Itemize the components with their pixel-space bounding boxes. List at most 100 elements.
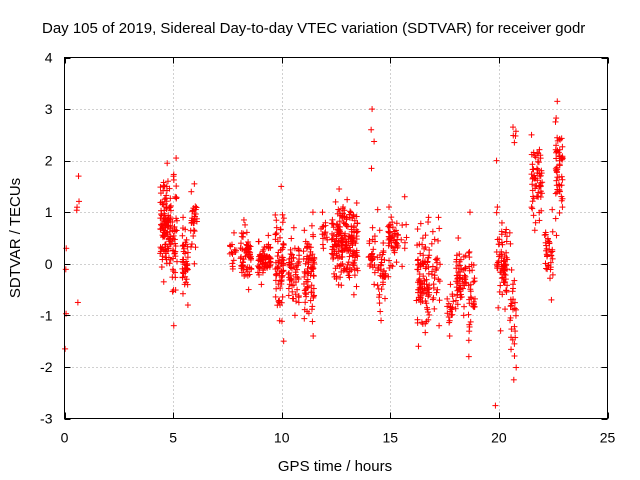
data-point bbox=[424, 308, 431, 315]
data-point bbox=[543, 247, 550, 254]
data-point bbox=[166, 260, 173, 267]
data-point bbox=[454, 292, 461, 299]
data-point bbox=[549, 271, 556, 278]
data-point bbox=[243, 266, 250, 273]
data-point bbox=[73, 207, 80, 214]
data-point bbox=[379, 281, 386, 288]
data-point bbox=[301, 306, 308, 313]
data-point bbox=[308, 222, 315, 229]
data-point bbox=[247, 253, 254, 260]
data-point bbox=[426, 311, 433, 318]
data-point bbox=[502, 306, 509, 313]
data-point bbox=[509, 336, 516, 343]
data-point bbox=[387, 235, 394, 242]
data-point bbox=[308, 282, 315, 289]
data-point bbox=[273, 230, 280, 237]
data-point bbox=[532, 154, 539, 161]
data-point bbox=[272, 293, 279, 300]
data-point bbox=[462, 252, 469, 259]
data-point bbox=[559, 143, 566, 150]
data-point bbox=[374, 282, 381, 289]
data-point bbox=[512, 312, 519, 319]
data-point bbox=[351, 257, 358, 264]
data-point bbox=[285, 285, 292, 292]
data-point bbox=[164, 178, 171, 185]
data-point bbox=[414, 279, 421, 286]
data-point bbox=[291, 245, 298, 252]
data-point bbox=[276, 277, 283, 284]
data-point bbox=[350, 291, 357, 298]
data-point bbox=[433, 289, 440, 296]
data-point bbox=[416, 284, 423, 291]
data-point bbox=[548, 296, 555, 303]
y-tick-label: -2 bbox=[40, 359, 53, 375]
data-point bbox=[334, 210, 341, 217]
data-point bbox=[309, 209, 316, 216]
data-point bbox=[157, 190, 164, 197]
data-point bbox=[395, 242, 402, 249]
data-point bbox=[157, 225, 164, 232]
data-point bbox=[553, 167, 560, 174]
data-point bbox=[553, 232, 560, 239]
data-point bbox=[422, 232, 429, 239]
data-point bbox=[161, 233, 168, 240]
y-tick-label: -1 bbox=[40, 307, 53, 323]
data-point bbox=[502, 279, 509, 286]
data-point bbox=[436, 278, 443, 285]
data-point bbox=[342, 230, 349, 237]
data-point bbox=[74, 299, 81, 306]
data-point bbox=[302, 299, 309, 306]
data-point bbox=[287, 246, 294, 253]
data-point bbox=[552, 215, 559, 222]
data-point bbox=[166, 241, 173, 248]
data-point bbox=[531, 152, 538, 159]
data-point bbox=[494, 204, 501, 211]
data-point bbox=[430, 284, 437, 291]
data-point bbox=[164, 160, 171, 167]
data-point bbox=[436, 297, 443, 304]
data-point bbox=[280, 215, 287, 222]
data-point bbox=[259, 248, 266, 255]
data-point bbox=[286, 269, 293, 276]
data-point bbox=[265, 232, 272, 239]
data-point bbox=[330, 220, 337, 227]
data-point bbox=[535, 183, 542, 190]
data-point bbox=[240, 262, 247, 269]
data-point bbox=[256, 255, 263, 262]
data-point bbox=[75, 173, 82, 180]
data-point bbox=[308, 264, 315, 271]
data-point bbox=[458, 291, 465, 298]
data-point bbox=[414, 319, 421, 326]
data-point bbox=[275, 298, 282, 305]
data-point bbox=[558, 135, 565, 142]
data-point bbox=[290, 224, 297, 231]
data-point bbox=[534, 166, 541, 173]
data-point bbox=[528, 131, 535, 138]
data-point bbox=[172, 269, 179, 276]
data-point bbox=[386, 257, 393, 264]
data-point bbox=[536, 170, 543, 177]
data-point bbox=[465, 353, 472, 360]
data-points bbox=[62, 98, 566, 409]
data-point bbox=[157, 215, 164, 222]
data-point bbox=[290, 255, 297, 262]
data-point bbox=[545, 238, 552, 245]
data-point bbox=[275, 281, 282, 288]
data-point bbox=[558, 193, 565, 200]
data-point bbox=[310, 285, 317, 292]
y-tick-label: 3 bbox=[45, 101, 53, 117]
data-point bbox=[258, 281, 265, 288]
data-point bbox=[386, 204, 393, 211]
data-point bbox=[344, 196, 351, 203]
data-point bbox=[167, 202, 174, 209]
data-point bbox=[529, 181, 536, 188]
data-point bbox=[501, 253, 508, 260]
data-point bbox=[231, 229, 238, 236]
data-point bbox=[285, 271, 292, 278]
data-point bbox=[310, 233, 317, 240]
data-point bbox=[180, 214, 187, 221]
data-point bbox=[467, 318, 474, 325]
data-point bbox=[170, 322, 177, 329]
data-point bbox=[532, 219, 539, 226]
data-point bbox=[285, 259, 292, 266]
